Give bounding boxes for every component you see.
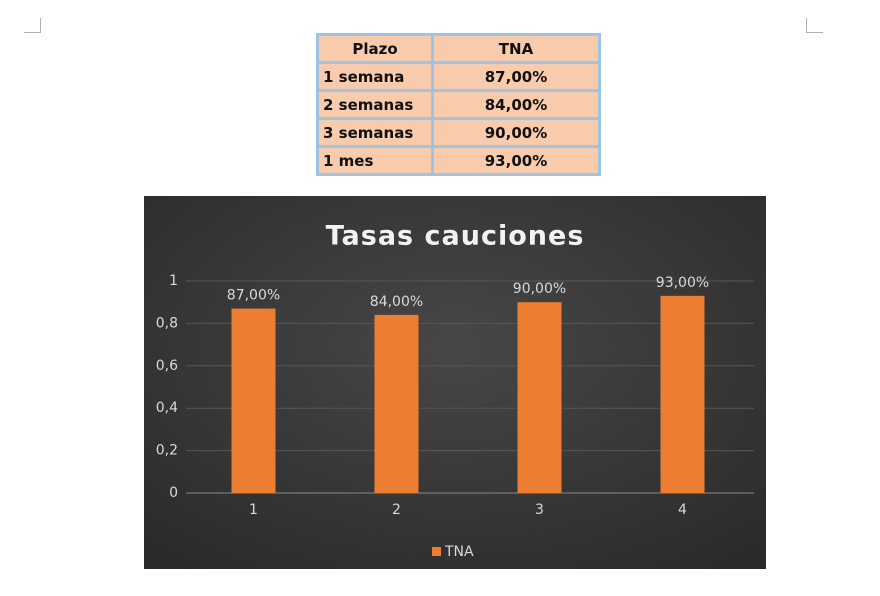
- value-label: 90,00%: [513, 281, 566, 297]
- corner-mark: [806, 18, 823, 33]
- table-cell: 90,00%: [431, 117, 601, 148]
- table-cell: TNA: [431, 33, 601, 64]
- table-cell: Plazo: [316, 33, 434, 64]
- value-label: 84,00%: [370, 294, 423, 310]
- y-tick-label: 0: [169, 485, 178, 501]
- chart-title: Tasas cauciones: [326, 221, 585, 252]
- y-tick-label: 0,8: [156, 315, 178, 331]
- bar: [231, 308, 276, 493]
- y-tick-label: 0,2: [156, 443, 178, 459]
- table-row: 2 semanas 84,00%: [316, 89, 601, 120]
- y-tick-label: 0,6: [156, 358, 178, 374]
- legend-label: TNA: [444, 544, 474, 560]
- legend-swatch: [432, 547, 441, 556]
- bar: [374, 314, 419, 493]
- table-row: 3 semanas 90,00%: [316, 117, 601, 148]
- bar: [660, 295, 705, 493]
- bar: [517, 302, 562, 493]
- chart: Tasas cauciones 0 0,2 0,4 0,6 0,8 1 1 87,00% 2 84…: [144, 196, 766, 569]
- table-row: 1 mes 93,00%: [316, 145, 601, 176]
- y-tick-label: 0,4: [156, 400, 178, 416]
- table-cell: 2 semanas: [316, 89, 434, 120]
- value-label: 93,00%: [656, 275, 709, 291]
- x-tick-label: 4: [678, 502, 687, 518]
- table-cell: 3 semanas: [316, 117, 434, 148]
- table-cell: 84,00%: [431, 89, 601, 120]
- table-cell: 93,00%: [431, 145, 601, 176]
- table-cell: 87,00%: [431, 61, 601, 92]
- corner-mark: [24, 18, 41, 33]
- x-tick-label: 2: [392, 502, 401, 518]
- x-tick-label: 1: [249, 502, 258, 518]
- x-tick-label: 3: [535, 502, 544, 518]
- table-cell: 1 mes: [316, 145, 434, 176]
- value-label: 87,00%: [227, 288, 280, 304]
- table: Plazo TNA 1 semana 87,00% 2 semanas 84,00% 3 s…: [316, 33, 601, 176]
- table-row: 1 semana 87,00%: [316, 61, 601, 92]
- table-cell: 1 semana: [316, 61, 434, 92]
- y-tick-label: 1: [169, 273, 178, 289]
- table-row: Plazo TNA: [316, 33, 601, 64]
